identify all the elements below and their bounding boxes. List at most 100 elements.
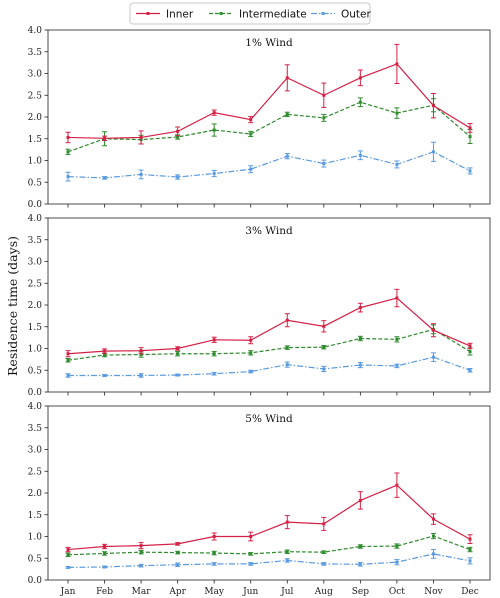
data-point bbox=[395, 111, 399, 115]
legend-frame bbox=[129, 2, 371, 25]
data-point bbox=[212, 372, 216, 376]
data-point bbox=[431, 355, 435, 359]
data-point bbox=[103, 545, 107, 549]
panel-frame bbox=[47, 217, 491, 393]
data-point bbox=[322, 562, 326, 566]
panel-title: 1% Wind bbox=[245, 37, 293, 49]
data-point bbox=[249, 562, 253, 566]
data-point bbox=[66, 175, 70, 179]
x-tick-label: Oct bbox=[389, 587, 405, 597]
data-point bbox=[358, 100, 362, 104]
y-tick-label: 0.0 bbox=[28, 200, 43, 210]
y-tick-label: 2.0 bbox=[28, 113, 43, 123]
data-point bbox=[66, 150, 70, 154]
panel-2: 3% Wind 0.0 0.5 1.0 1.5 2.0 2.5 3.0 3.5 4.0 bbox=[28, 214, 491, 398]
data-point bbox=[66, 352, 70, 356]
data-point bbox=[139, 544, 143, 548]
series-line bbox=[67, 328, 471, 361]
data-point bbox=[176, 352, 180, 356]
data-point bbox=[212, 111, 216, 115]
y-tick-label: 2.5 bbox=[28, 91, 43, 101]
series-inner bbox=[65, 288, 473, 358]
data-point bbox=[358, 76, 362, 80]
x-tick-label: Sep bbox=[352, 587, 369, 597]
data-point bbox=[249, 118, 253, 122]
data-point bbox=[468, 559, 472, 563]
data-point bbox=[431, 150, 435, 154]
legend-marker bbox=[219, 12, 223, 15]
series-outer bbox=[65, 141, 473, 182]
series-inner bbox=[65, 472, 473, 553]
data-point bbox=[212, 352, 216, 356]
data-point bbox=[285, 558, 289, 562]
data-point bbox=[249, 132, 253, 136]
data-point bbox=[103, 353, 107, 357]
y-tick-label: 1.0 bbox=[28, 533, 43, 543]
series-line bbox=[67, 63, 471, 139]
x-tick-label: Feb bbox=[96, 587, 113, 597]
y-tick-label: 1.5 bbox=[28, 511, 43, 521]
legend-item-outer: Outer bbox=[311, 8, 371, 20]
legend-label: Intermediate bbox=[239, 8, 307, 20]
x-tick-label: Apr bbox=[168, 587, 186, 597]
data-point bbox=[103, 373, 107, 377]
data-point bbox=[468, 135, 472, 139]
legend-label: Outer bbox=[341, 8, 371, 20]
data-point bbox=[212, 562, 216, 566]
series-line bbox=[67, 101, 471, 153]
series-line bbox=[67, 297, 471, 355]
data-point bbox=[139, 172, 143, 176]
series-line bbox=[67, 553, 471, 568]
legend-marker bbox=[321, 12, 325, 15]
y-tick-label: 2.5 bbox=[28, 279, 43, 289]
x-tick-label: Dec bbox=[461, 587, 479, 597]
y-tick-label: 4.0 bbox=[28, 26, 43, 36]
data-point bbox=[212, 172, 216, 176]
y-tick-label: 1.5 bbox=[28, 135, 43, 145]
series-intermediate bbox=[65, 532, 473, 558]
data-point bbox=[103, 565, 107, 569]
y-axis-label: Residence time (days) bbox=[5, 236, 20, 376]
data-point bbox=[103, 551, 107, 555]
data-point bbox=[358, 153, 362, 157]
data-point bbox=[431, 517, 435, 521]
data-point bbox=[66, 548, 70, 552]
data-point bbox=[468, 368, 472, 372]
data-point bbox=[285, 346, 289, 350]
legend: Inner Intermediate Outer bbox=[129, 2, 371, 25]
data-point bbox=[395, 364, 399, 368]
y-tick-label: 3.5 bbox=[28, 236, 43, 246]
y-tick-label: 4.0 bbox=[28, 402, 43, 412]
data-point bbox=[249, 351, 253, 355]
data-point bbox=[358, 562, 362, 566]
data-point bbox=[395, 560, 399, 564]
series-line bbox=[68, 356, 471, 377]
series-line bbox=[67, 151, 471, 179]
data-point bbox=[285, 363, 289, 367]
data-point bbox=[103, 176, 107, 180]
data-point bbox=[358, 498, 362, 502]
panel-3: 5% Wind 0.0 0.5 1.0 1.5 2.0 2.5 3.0 3.5 4.0 Jan Feb… bbox=[28, 402, 491, 597]
data-point bbox=[176, 135, 180, 139]
data-point bbox=[395, 483, 399, 487]
data-point bbox=[431, 552, 435, 556]
panel-title: 5% Wind bbox=[245, 413, 293, 425]
x-tick-label: Jun bbox=[242, 587, 258, 597]
panel-1: 1% Wind 0.0 0.5 1.0 1.5 2.0 2.5 3.0 3.5 4.0 bbox=[28, 26, 491, 210]
y-tick-label: 3.5 bbox=[28, 48, 43, 58]
data-point bbox=[249, 167, 253, 171]
data-point bbox=[431, 328, 435, 332]
data-point bbox=[322, 522, 326, 526]
data-point bbox=[358, 545, 362, 549]
data-point bbox=[139, 564, 143, 568]
data-point bbox=[212, 338, 216, 342]
data-point bbox=[358, 363, 362, 367]
data-point bbox=[285, 318, 289, 322]
x-tick-label: Nov bbox=[424, 587, 443, 597]
data-point bbox=[66, 553, 70, 557]
data-point bbox=[322, 345, 326, 349]
y-tick-label: 3.0 bbox=[28, 70, 43, 80]
data-point bbox=[176, 175, 180, 179]
data-point bbox=[139, 135, 143, 139]
y-tick-label: 2.5 bbox=[28, 467, 43, 477]
